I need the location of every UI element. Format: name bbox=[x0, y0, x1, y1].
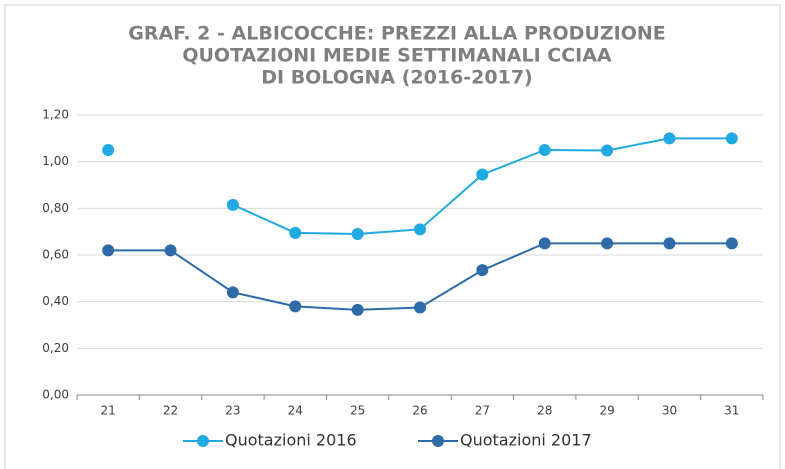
chart-frame bbox=[4, 4, 781, 469]
point bbox=[226, 286, 239, 299]
point bbox=[663, 237, 676, 250]
point bbox=[725, 132, 738, 145]
x-tick-label: 28 bbox=[537, 404, 552, 418]
point bbox=[538, 144, 551, 156]
y-tick-label: 1,20 bbox=[42, 108, 69, 122]
x-tick-label: 27 bbox=[475, 404, 490, 418]
x-tick-label: 25 bbox=[350, 404, 365, 418]
point bbox=[663, 132, 676, 145]
y-tick-label: 0,40 bbox=[42, 294, 69, 308]
x-tick-label: 26 bbox=[412, 404, 427, 418]
point bbox=[538, 237, 551, 250]
chart-title: QUOTAZIONI MEDIE SETTIMANALI CCIAA bbox=[182, 45, 612, 67]
point bbox=[102, 144, 115, 156]
x-tick-label: 24 bbox=[288, 404, 303, 418]
point bbox=[414, 301, 426, 314]
point bbox=[414, 223, 426, 236]
legend-marker bbox=[197, 435, 209, 447]
y-tick-label: 0,60 bbox=[42, 248, 69, 262]
series-line bbox=[108, 242, 732, 311]
point bbox=[476, 264, 489, 277]
point bbox=[289, 226, 302, 239]
chart-title: GRAF. 2 - ALBICOCCHE: PREZZI ALLA PRODUZ… bbox=[128, 23, 666, 45]
point bbox=[476, 168, 489, 181]
x-tick-label: 30 bbox=[662, 404, 677, 418]
x-tick-label: 22 bbox=[163, 404, 178, 418]
x-tick-label: 23 bbox=[225, 404, 240, 418]
x-tick-label: 21 bbox=[101, 404, 116, 418]
legend-label: Quotazioni 2017 bbox=[460, 431, 592, 450]
point bbox=[601, 144, 614, 157]
point bbox=[351, 303, 364, 316]
point bbox=[164, 244, 177, 257]
point bbox=[351, 228, 364, 240]
y-tick-label: 0,20 bbox=[42, 341, 69, 355]
y-tick-label: 0,80 bbox=[42, 201, 69, 215]
y-tick-label: 0,00 bbox=[42, 388, 69, 402]
point bbox=[226, 198, 239, 211]
point bbox=[725, 237, 738, 250]
legend-label: Quotazioni 2016 bbox=[225, 431, 357, 450]
y-tick-label: 1,00 bbox=[42, 154, 69, 168]
x-tick-label: 31 bbox=[724, 404, 739, 418]
point bbox=[601, 237, 614, 250]
chart-title: DI BOLOGNA (2016-2017) bbox=[261, 67, 533, 89]
legend-marker bbox=[432, 435, 444, 447]
point bbox=[289, 300, 302, 313]
x-tick-label: 29 bbox=[599, 404, 614, 418]
series-line bbox=[232, 137, 732, 236]
point bbox=[102, 244, 115, 257]
